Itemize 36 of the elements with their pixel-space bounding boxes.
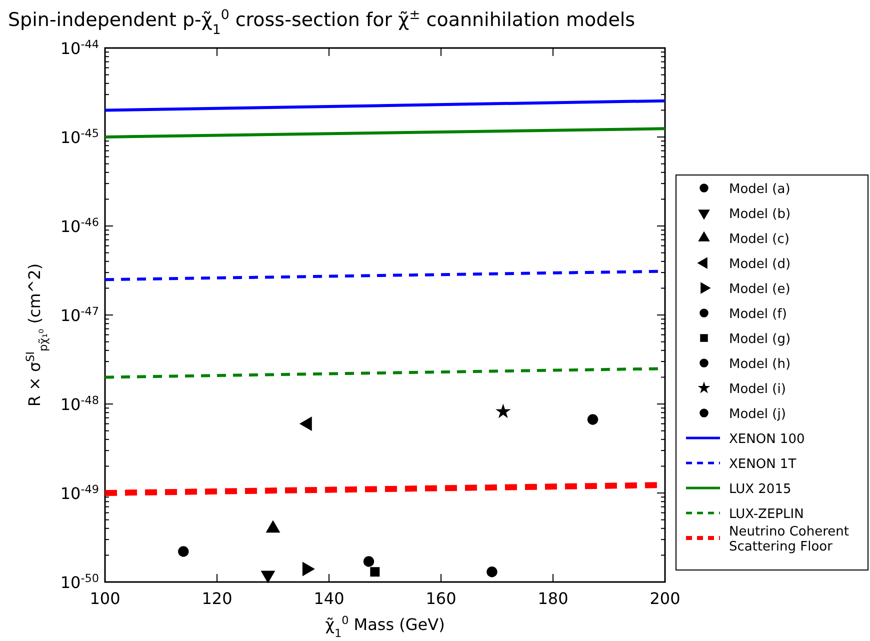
y-tick-label: 10$^{-46}$ bbox=[60, 216, 99, 236]
legend-label: Neutrino Coherent Scattering Floor bbox=[729, 524, 850, 554]
chart-title: Spin-independent p-χ̃$_{1}$$^{0}$ cross-section for χ̃$^{±}$ coannihilation models bbox=[8, 8, 636, 38]
y-tick-label: 10$^{-47}$ bbox=[60, 304, 99, 325]
legend-label: Model (h) bbox=[729, 357, 791, 372]
x-tick-label: 180 bbox=[538, 589, 568, 608]
y-tick-label: 10$^{-44}$ bbox=[60, 38, 99, 58]
x-axis-title: χ̃$_{1}$$^{0}$ Mass (GeV) bbox=[325, 614, 445, 640]
legend-label: Model (d) bbox=[729, 257, 791, 272]
point bbox=[363, 556, 374, 567]
x-tick-label: 160 bbox=[426, 589, 456, 608]
legend-label: XENON 1T bbox=[729, 457, 796, 472]
legend-label: Model (j) bbox=[729, 407, 786, 422]
point bbox=[370, 567, 380, 577]
legend-label: XENON 100 bbox=[729, 432, 805, 447]
legend-label: Model (i) bbox=[729, 382, 786, 397]
x-tick-label: 120 bbox=[202, 589, 232, 608]
point bbox=[178, 546, 189, 557]
point bbox=[496, 404, 511, 418]
legend-label: LUX 2015 bbox=[729, 482, 792, 497]
legend-label: Model (c) bbox=[729, 232, 790, 247]
legend-label: Model (a) bbox=[729, 182, 790, 197]
legend-label: Model (b) bbox=[729, 207, 791, 222]
legend-label: LUX-ZEPLIN bbox=[729, 507, 804, 522]
y-tick-label: 10$^{-48}$ bbox=[60, 394, 99, 414]
y-tick-label: 10$^{-45}$ bbox=[60, 126, 99, 147]
point bbox=[587, 414, 598, 425]
legend-label: Model (g) bbox=[729, 332, 791, 347]
x-tick-label: 140 bbox=[314, 589, 344, 608]
y-tick-label: 10$^{-50}$ bbox=[60, 572, 99, 592]
x-tick-label: 200 bbox=[650, 589, 680, 608]
x-tick-label: 100 bbox=[90, 589, 120, 608]
y-tick-label: 10$^{-49}$ bbox=[60, 482, 99, 503]
legend-label: Model (f) bbox=[729, 307, 787, 322]
point bbox=[486, 566, 498, 578]
legend-label: Model (e) bbox=[729, 282, 790, 297]
